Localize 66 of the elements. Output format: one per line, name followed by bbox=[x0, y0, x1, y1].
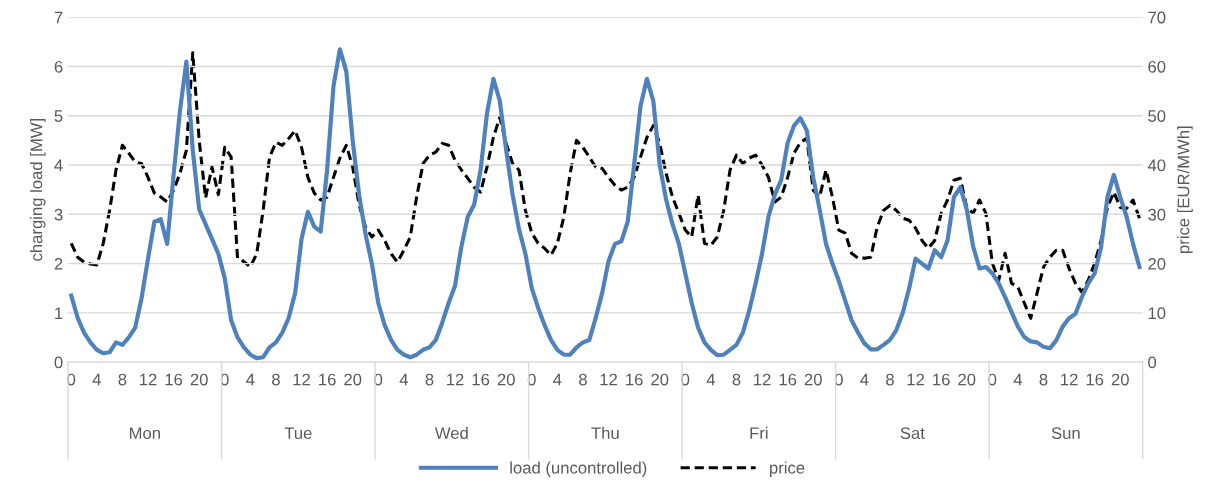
text: Mon bbox=[129, 427, 160, 440]
x-tick-label: 16 bbox=[779, 373, 797, 386]
legend-label: load (uncontrolled) bbox=[510, 461, 647, 477]
x-tick-label: 12 bbox=[447, 373, 464, 386]
x-tick-label: 4 bbox=[706, 373, 716, 386]
x-tick-label: 16 bbox=[165, 373, 183, 386]
y2-tick-label: 60 bbox=[1148, 60, 1166, 73]
x-tick-label: 8 bbox=[579, 373, 587, 386]
y2-tick-label: 70 bbox=[1148, 11, 1166, 24]
x-tick-label: 8 bbox=[886, 373, 894, 386]
x-tick-label: 4 bbox=[553, 373, 562, 386]
x-tick-label: 16 bbox=[626, 373, 643, 386]
x-tick-label: 4 bbox=[399, 373, 408, 386]
x-tick-label: 12 bbox=[907, 373, 924, 386]
x-tick-label: 16 bbox=[319, 373, 336, 386]
x-tick-label: 8 bbox=[732, 373, 741, 386]
text: Tue bbox=[284, 427, 312, 440]
y2-axis-title: price [EUR/MWh] bbox=[1177, 126, 1193, 253]
legend-label: price bbox=[770, 461, 805, 477]
x-tick-label: 12 bbox=[293, 373, 310, 386]
x-tick-label: 8 bbox=[118, 373, 127, 386]
x-tick-label: 8 bbox=[272, 373, 280, 386]
text: Wed bbox=[434, 426, 468, 440]
x-tick-label: 0 bbox=[988, 373, 997, 386]
x-tick-label: 16 bbox=[1086, 373, 1104, 386]
y-tick-label: 7 bbox=[54, 11, 63, 24]
x-tick-label: 20 bbox=[190, 373, 208, 386]
x-tick-label: 20 bbox=[651, 373, 669, 386]
y-tick-label: 1 bbox=[55, 307, 63, 319]
x-tick-label: 12 bbox=[600, 373, 617, 386]
y2-tick-label: 0 bbox=[1148, 356, 1157, 369]
x-tick-label: 12 bbox=[754, 373, 771, 386]
x-tick-label: 4 bbox=[246, 373, 255, 386]
x-tick-label: 20 bbox=[497, 373, 515, 386]
x-tick-label: 4 bbox=[1013, 373, 1023, 386]
y-tick-label: 6 bbox=[54, 60, 63, 73]
text: Sun bbox=[1051, 427, 1080, 440]
x-tick-label: 0 bbox=[681, 373, 690, 386]
x-tick-label: 0 bbox=[67, 373, 76, 386]
x-tick-label: 20 bbox=[344, 373, 362, 386]
x-tick-label: 8 bbox=[425, 373, 434, 386]
y2-tick-label: 10 bbox=[1148, 307, 1166, 320]
y2-tick-label: 50 bbox=[1148, 110, 1166, 122]
x-tick-label: 16 bbox=[472, 373, 490, 386]
x-tick-label: 4 bbox=[860, 373, 869, 386]
y2-tick-label: 30 bbox=[1148, 208, 1166, 221]
y-tick-label: 4 bbox=[54, 159, 63, 172]
y-tick-label: 2 bbox=[54, 257, 63, 270]
text: Thu bbox=[591, 426, 619, 440]
x-tick-label: 20 bbox=[958, 373, 976, 386]
y-tick-label: 5 bbox=[54, 110, 63, 122]
y-tick-label: 0 bbox=[54, 356, 63, 369]
x-tick-label: 4 bbox=[92, 373, 101, 386]
x-tick-label: 16 bbox=[933, 373, 950, 386]
x-tick-label: 12 bbox=[1061, 373, 1078, 386]
x-tick-label: 8 bbox=[1039, 373, 1048, 386]
x-tick-label: 12 bbox=[140, 373, 157, 386]
y-axis-title: charging load [MW] bbox=[30, 119, 46, 261]
x-tick-label: 20 bbox=[1111, 373, 1129, 386]
y-tick-label: 3 bbox=[54, 208, 63, 221]
y2-tick-label: 20 bbox=[1148, 257, 1166, 270]
x-tick-label: 0 bbox=[374, 373, 383, 386]
x-tick-label: 20 bbox=[804, 373, 822, 386]
text: Sat bbox=[900, 427, 925, 440]
y2-tick-label: 40 bbox=[1147, 159, 1166, 172]
text: Fri bbox=[750, 426, 768, 439]
